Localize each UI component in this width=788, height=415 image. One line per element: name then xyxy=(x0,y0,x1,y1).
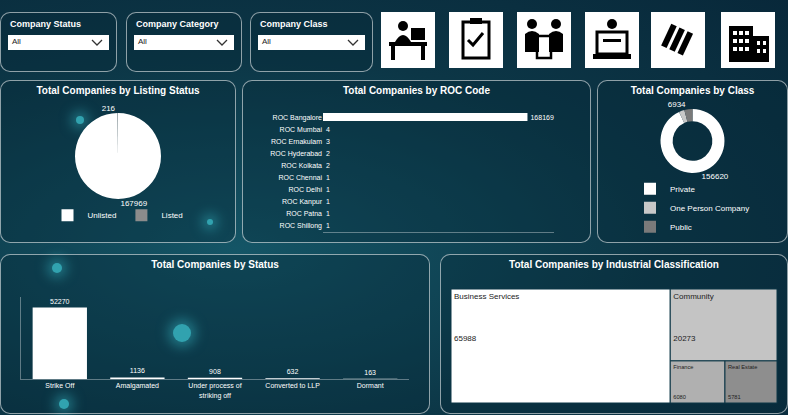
svg-text:Under process ofstriking off: Under process ofstriking off xyxy=(188,382,241,399)
html-text:All: All xyxy=(138,37,147,46)
svg-text:6934: 6934 xyxy=(668,100,686,109)
svg-text:Strike Off: Strike Off xyxy=(45,382,74,389)
svg-text:2: 2 xyxy=(326,150,330,157)
svg-text:Public: Public xyxy=(670,223,692,232)
html-text:All: All xyxy=(262,37,271,46)
svg-text:Finance6080: Finance6080 xyxy=(673,364,693,400)
svg-text:One Person Company: One Person Company xyxy=(670,204,749,213)
svg-text:ROC Ernakulam: ROC Ernakulam xyxy=(271,138,322,145)
svg-text:Business Services65988: Business Services65988 xyxy=(454,292,519,343)
svg-text:1: 1 xyxy=(326,198,330,205)
svg-text:ROC Hyderabad: ROC Hyderabad xyxy=(270,150,322,158)
svg-text:Private: Private xyxy=(670,185,695,194)
svg-text:ROC Mumbai: ROC Mumbai xyxy=(280,126,323,133)
svg-text:Total Companies by Status: Total Companies by Status xyxy=(151,259,279,270)
html-text:All: All xyxy=(12,37,21,46)
svg-text:ROC Chennai: ROC Chennai xyxy=(278,174,322,181)
svg-text:ROC Kanpur: ROC Kanpur xyxy=(282,198,323,206)
svg-text:4: 4 xyxy=(326,126,330,133)
svg-text:Total Companies by Industrial: Total Companies by Industrial Classifica… xyxy=(509,259,719,270)
svg-text:1: 1 xyxy=(326,222,330,229)
svg-text:Real Estate5781: Real Estate5781 xyxy=(728,364,757,400)
svg-text:3: 3 xyxy=(326,138,330,145)
svg-text:Total Companies by Class: Total Companies by Class xyxy=(631,85,755,96)
svg-text:156620: 156620 xyxy=(702,172,729,181)
svg-text:Listed: Listed xyxy=(161,211,182,220)
svg-text:Community20273: Community20273 xyxy=(673,292,713,343)
svg-text:216: 216 xyxy=(102,104,116,113)
html-text:Company Category: Company Category xyxy=(136,19,219,29)
svg-text:Converted to LLP: Converted to LLP xyxy=(265,382,320,389)
svg-text:ROC Delhi: ROC Delhi xyxy=(289,186,323,193)
svg-text:Total Companies by ROC Code: Total Companies by ROC Code xyxy=(343,85,490,96)
svg-text:168169: 168169 xyxy=(530,114,553,121)
svg-text:Amalgamated: Amalgamated xyxy=(116,382,159,390)
svg-text:2: 2 xyxy=(326,162,330,169)
svg-text:ROC Shillong: ROC Shillong xyxy=(280,222,323,230)
svg-text:632: 632 xyxy=(287,368,299,375)
svg-text:908: 908 xyxy=(209,368,221,375)
svg-text:1: 1 xyxy=(326,174,330,181)
svg-text:167969: 167969 xyxy=(120,199,147,208)
svg-text:Unlisted: Unlisted xyxy=(88,211,117,220)
svg-text:ROC Kolkata: ROC Kolkata xyxy=(281,162,322,169)
svg-text:ROC Patna: ROC Patna xyxy=(286,210,322,217)
svg-text:Total Companies by Listing Sta: Total Companies by Listing Status xyxy=(36,85,200,96)
html-text:Company Status: Company Status xyxy=(10,19,81,29)
svg-text:1136: 1136 xyxy=(130,367,145,374)
svg-text:52270: 52270 xyxy=(50,298,70,305)
html-text:Company Class: Company Class xyxy=(260,19,328,29)
svg-text:1: 1 xyxy=(326,186,330,193)
svg-text:Dormant: Dormant xyxy=(357,382,384,389)
svg-text:1: 1 xyxy=(326,210,330,217)
svg-text:163: 163 xyxy=(364,369,376,376)
svg-text:ROC Bangalore: ROC Bangalore xyxy=(273,114,323,122)
